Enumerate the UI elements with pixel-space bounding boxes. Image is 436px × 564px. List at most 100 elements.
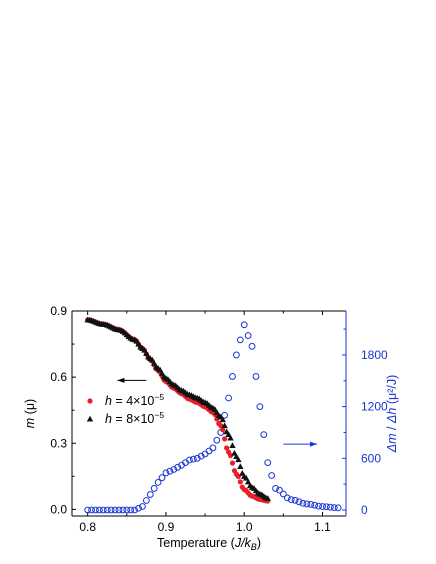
y-axis-right: 0 600 1200 1800: [342, 328, 388, 517]
data-point: [107, 506, 115, 514]
data-point: [92, 506, 99, 514]
data-point: [272, 485, 279, 492]
data-point: [287, 496, 295, 504]
data-point: [235, 456, 242, 463]
data-point: [242, 474, 250, 481]
data-point: [222, 436, 228, 442]
data-point: [237, 479, 243, 485]
data-point: [131, 506, 139, 514]
data-point: [229, 460, 236, 466]
data-point: [174, 463, 182, 471]
y-left-tick-label: 0.3: [50, 436, 67, 450]
data-point: [142, 497, 150, 504]
y-left-tick-label: 0.6: [50, 370, 67, 384]
data-point: [170, 466, 178, 473]
data-point: [213, 436, 221, 444]
data-point: [323, 503, 330, 511]
data-point: [158, 474, 166, 482]
data-point: [268, 472, 276, 479]
data-point: [103, 506, 111, 514]
data-point: [299, 499, 307, 507]
data-point: [326, 503, 334, 511]
data-point: [227, 434, 234, 441]
data-point: [221, 422, 228, 429]
data-point: [237, 463, 244, 469]
legend-label: h = 8×10−5: [105, 410, 164, 426]
data-point: [315, 502, 323, 510]
y-right-tick-label: 0: [361, 503, 368, 517]
data-point: [219, 416, 226, 423]
legend-item: h = 4×10−5: [87, 392, 164, 408]
y-left-tick-label: 0.0: [50, 502, 67, 516]
data-point: [193, 454, 201, 462]
series-layer: [84, 316, 342, 514]
data-point: [225, 394, 232, 402]
data-point: [303, 500, 311, 508]
data-point: [279, 490, 287, 498]
data-point: [256, 403, 264, 411]
data-point: [229, 373, 236, 380]
data-point: [236, 336, 244, 344]
data-point: [139, 503, 146, 510]
data-point: [218, 423, 224, 429]
legend: h = 4×10−5 h = 8×10−5: [86, 392, 164, 426]
series-2: [84, 316, 271, 501]
data-point: [248, 342, 256, 350]
y-axis-left: 0.0 0.3 0.6 0.9: [50, 304, 76, 516]
data-point: [209, 444, 217, 452]
data-point: [123, 506, 131, 514]
data-point: [240, 321, 248, 329]
data-point: [264, 459, 272, 466]
x-axis: 0.8 0.9 1.0 1.1: [79, 311, 331, 534]
y-left-tick-label: 0.9: [50, 304, 67, 318]
arrow-left-head: [117, 377, 125, 383]
data-point: [224, 445, 230, 451]
y-axis-right-label: Δm / Δh (μ²/J): [385, 375, 399, 453]
data-point: [221, 411, 229, 419]
y-right-tick-label: 1800: [361, 348, 388, 362]
data-point: [264, 495, 271, 501]
data-point: [189, 455, 197, 463]
data-point: [244, 478, 252, 485]
data-point: [88, 506, 95, 514]
data-point: [334, 504, 342, 512]
data-point: [84, 506, 92, 514]
data-point: [150, 485, 158, 492]
y-right-tick-label: 600: [361, 451, 381, 465]
data-point: [319, 503, 326, 510]
x-tick-label: 0.9: [158, 520, 175, 534]
data-point: [229, 442, 236, 449]
data-point: [162, 469, 170, 477]
data-point: [96, 506, 103, 514]
data-point: [115, 506, 123, 514]
data-point: [111, 506, 119, 514]
data-point: [227, 452, 234, 459]
legend-label: h = 4×10−5: [105, 392, 164, 408]
arrow-right-head: [310, 441, 318, 447]
data-point: [99, 506, 107, 514]
data-point: [276, 486, 283, 494]
data-point: [260, 431, 268, 439]
x-tick-label: 1.1: [314, 520, 331, 534]
data-point: [283, 494, 291, 502]
data-point: [220, 427, 226, 433]
data-point: [307, 500, 315, 508]
data-point: [244, 332, 252, 339]
data-point: [295, 498, 303, 506]
plot-frame: [71, 310, 347, 517]
data-point: [166, 467, 174, 475]
data-point: [146, 491, 154, 498]
legend-item: h = 8×10−5: [86, 410, 164, 426]
data-point: [197, 452, 205, 460]
y-right-tick-label: 1200: [361, 400, 388, 414]
legend-marker: [87, 398, 93, 404]
data-point: [135, 504, 142, 512]
y-axis-left-label: m (μ): [23, 399, 37, 428]
annotation-layer: [117, 377, 318, 447]
data-point: [186, 456, 193, 464]
data-point: [119, 506, 127, 514]
data-point: [233, 351, 240, 359]
data-point: [127, 506, 135, 514]
data-point: [311, 501, 319, 509]
